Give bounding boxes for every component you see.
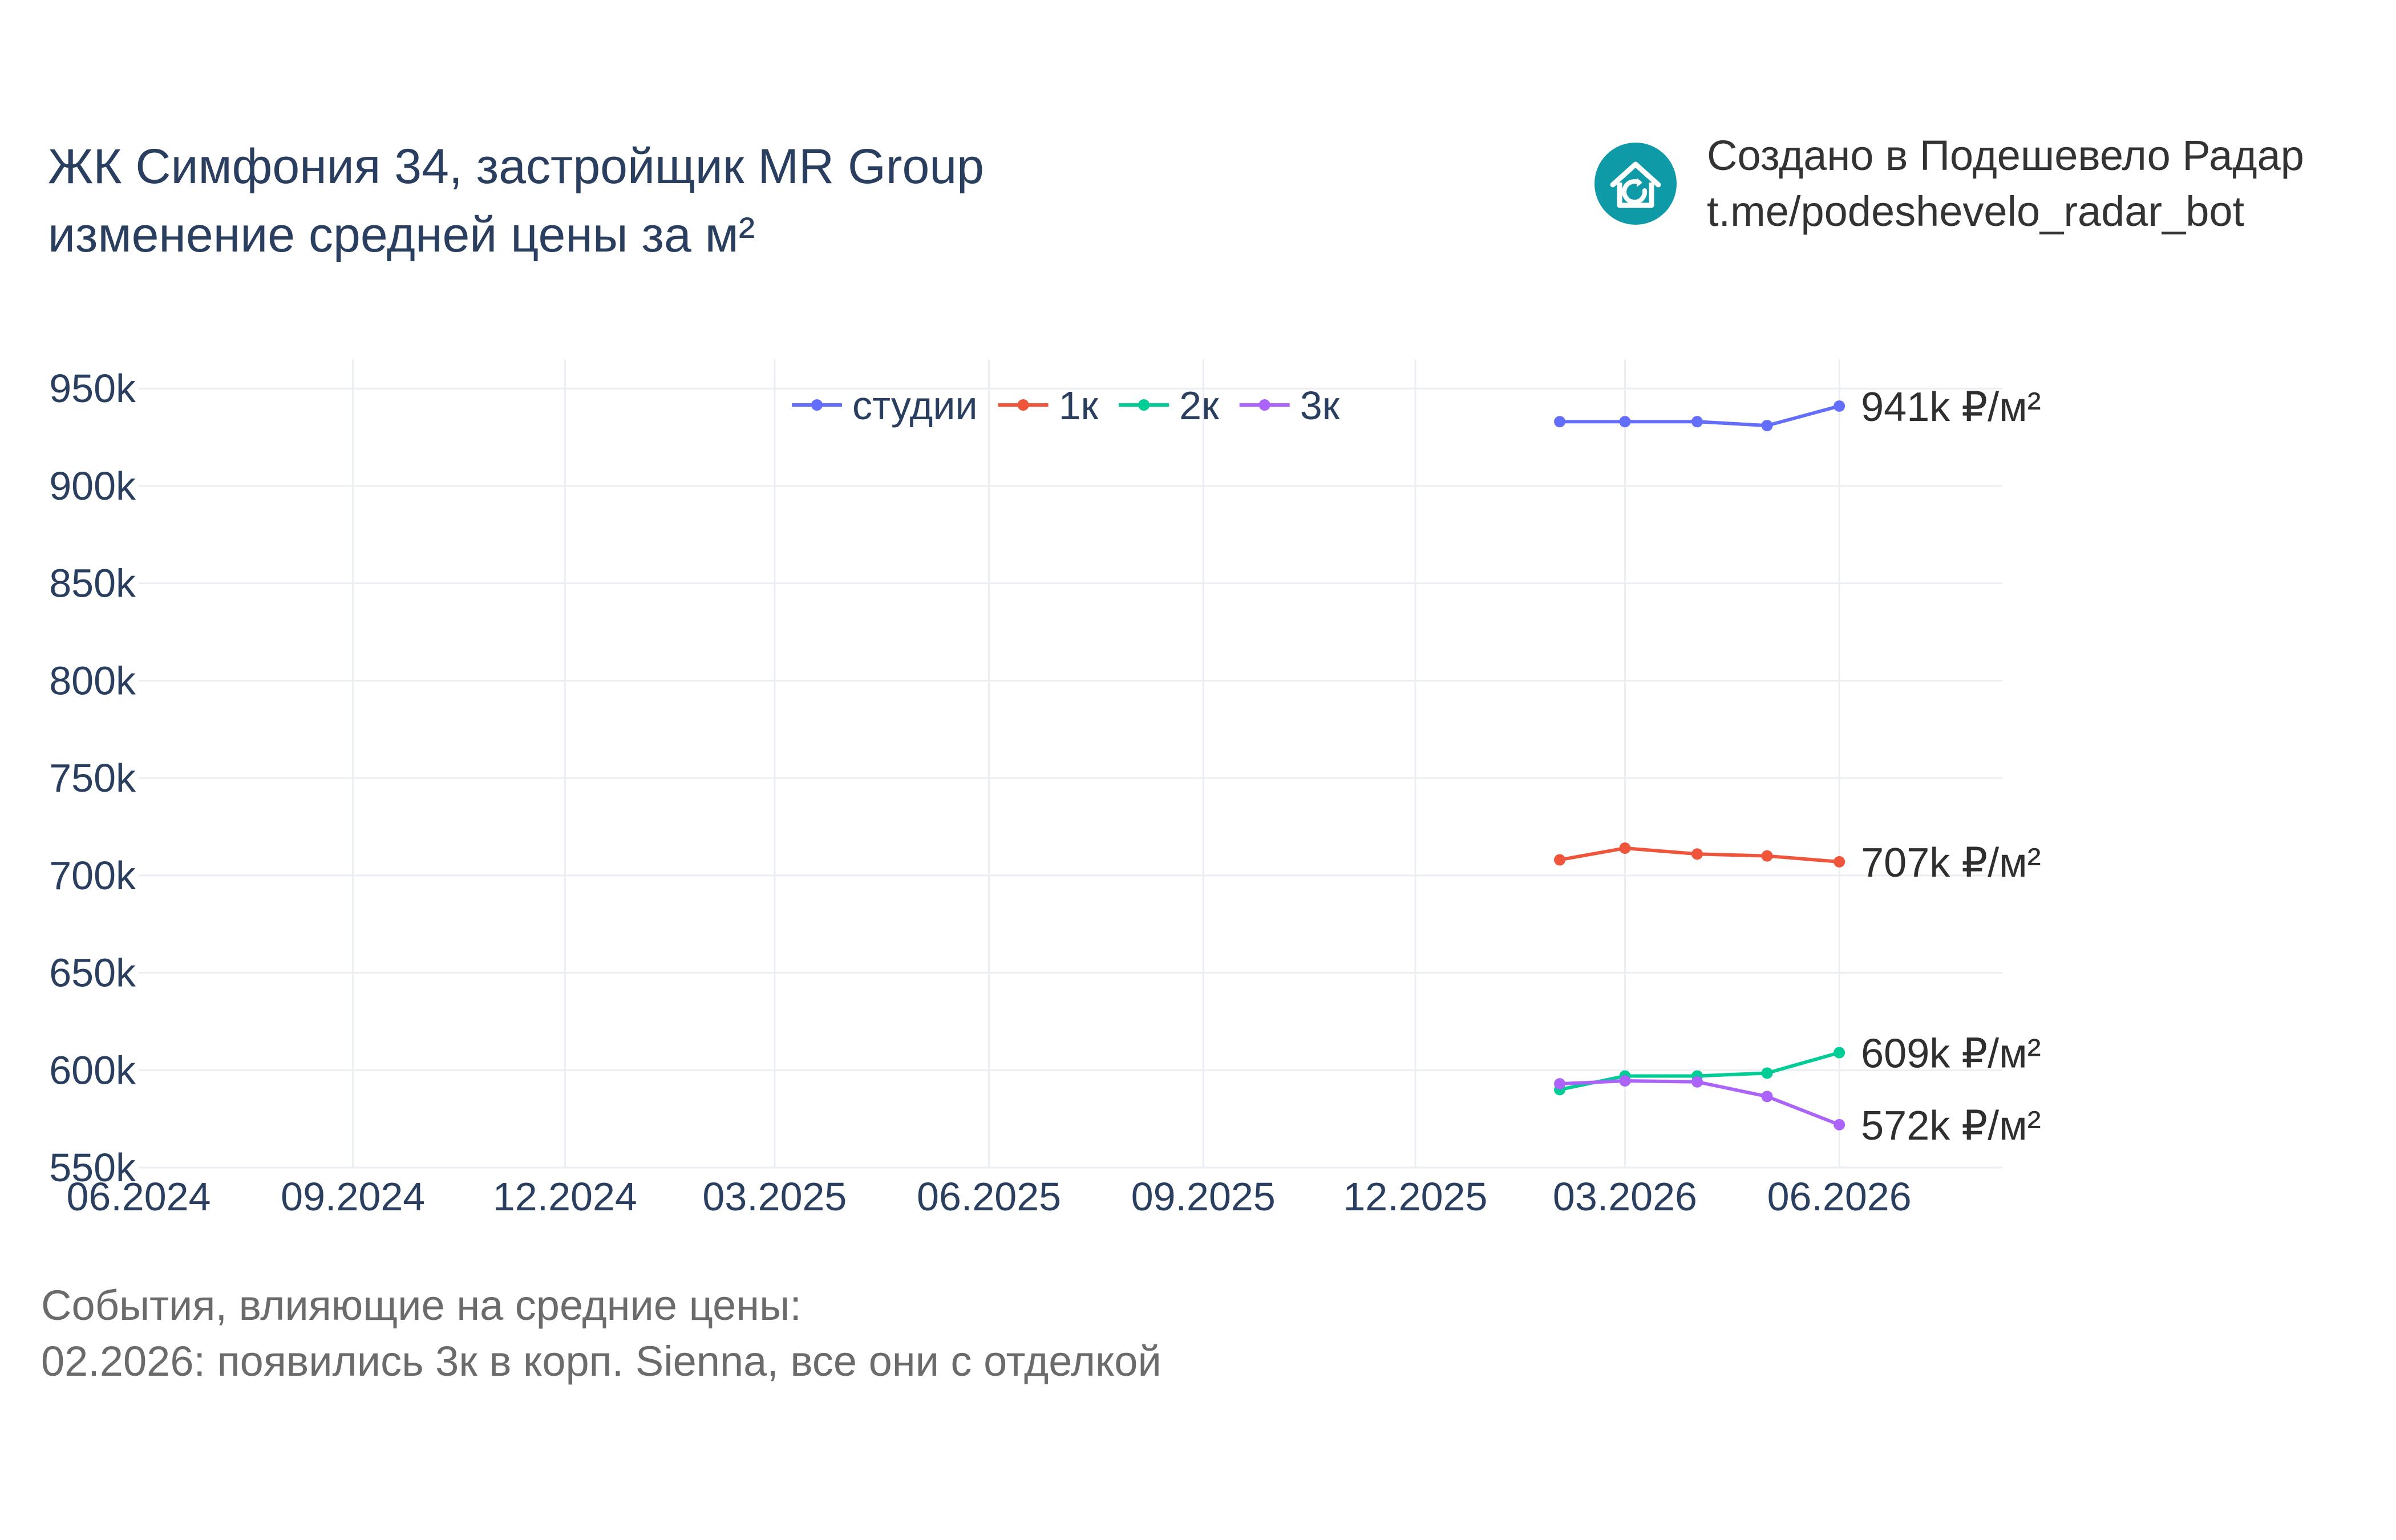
series-3к (1554, 1075, 1845, 1130)
data-point (1619, 1075, 1631, 1087)
x-tick-label: 06.2025 (917, 1174, 1061, 1219)
title-line-2: изменение средней цены за м² (48, 208, 755, 262)
series-end-labels: 941k ₽/м² 707k ₽/м² 609k ₽/м² 572k ₽/м² (1861, 384, 2041, 1149)
x-tick-label: 09.2025 (1131, 1174, 1276, 1219)
x-axis-ticks: 06.2024 09.2024 12.2024 03.2025 06.2025 09.20… (66, 1174, 1911, 1219)
chart-title: ЖК Симфония 34, застройщик MR Group изме… (48, 132, 984, 269)
data-point (1761, 850, 1773, 862)
x-tick-label: 03.2026 (1553, 1174, 1697, 1219)
legend-label: 1к (1059, 383, 1099, 428)
grid-lines (139, 359, 2002, 1169)
data-point (1619, 842, 1631, 854)
house-refresh-icon (1594, 143, 1677, 225)
series-1к (1554, 842, 1845, 868)
legend-item[interactable]: 1к (998, 383, 1099, 428)
end-value-label: 609k ₽/м² (1861, 1031, 2041, 1077)
data-point (1761, 1067, 1773, 1079)
x-tick-label: 03.2025 (702, 1174, 847, 1219)
y-tick-label: 550k (49, 1145, 136, 1190)
data-point (1761, 1091, 1773, 1103)
data-point (1619, 416, 1631, 428)
data-point (1761, 420, 1773, 432)
y-axis-ticks: 550k 600k 650k 700k 750k 800k 850k 900k 950k (49, 366, 136, 1190)
series-студии (1554, 400, 1845, 432)
credit-line-1: Создано в Подешевело Радар (1707, 132, 2304, 179)
y-tick-label: 650k (49, 951, 136, 995)
events-heading: События, влияющие на средние цены: (41, 1282, 802, 1329)
data-point (1834, 400, 1845, 412)
series-2к (1554, 1047, 1845, 1096)
x-tick-label: 09.2024 (281, 1174, 425, 1219)
y-tick-label: 600k (49, 1048, 136, 1092)
legend-label: 2к (1179, 383, 1219, 428)
x-tick-label: 12.2024 (493, 1174, 637, 1219)
legend-item[interactable]: 3к (1239, 383, 1340, 428)
series-line (1559, 1079, 1840, 1126)
data-point (1691, 848, 1703, 860)
events-note: События, влияющие на средние цены: 02.20… (41, 1278, 1161, 1389)
data-point (1834, 856, 1845, 868)
end-value-label: 707k ₽/м² (1861, 840, 2041, 886)
data-point (1834, 1047, 1845, 1059)
y-tick-label: 950k (49, 366, 136, 411)
x-tick-label: 06.2024 (66, 1174, 211, 1219)
legend-marker (1258, 399, 1270, 411)
legend[interactable]: студии 1к 2к 3к (792, 383, 1340, 428)
data-point (1554, 1078, 1566, 1090)
y-tick-label: 900k (49, 464, 136, 508)
legend-item[interactable]: студии (792, 383, 978, 428)
legend-label: студии (852, 383, 978, 428)
credit-text: Создано в Подешевело Радар t.me/podeshev… (1707, 128, 2304, 240)
data-point (1691, 416, 1703, 428)
data-point (1691, 1076, 1703, 1088)
end-value-label: 941k ₽/м² (1861, 384, 2041, 430)
data-point (1834, 1118, 1845, 1130)
legend-marker (1138, 399, 1150, 411)
y-tick-label: 850k (49, 561, 136, 606)
credit-link[interactable]: t.me/podeshevelo_radar_bot (1707, 188, 2245, 235)
data-point (1554, 854, 1566, 866)
series-lines (1554, 400, 1845, 1130)
y-tick-label: 700k (49, 853, 136, 898)
x-tick-label: 06.2026 (1767, 1174, 1912, 1219)
legend-marker (811, 399, 823, 411)
legend-marker (1017, 399, 1029, 411)
data-point (1554, 416, 1566, 428)
y-tick-label: 800k (49, 658, 136, 703)
legend-item[interactable]: 2к (1119, 383, 1219, 428)
title-line-1: ЖК Симфония 34, застройщик MR Group (48, 139, 985, 194)
event-item: 02.2026: появились 3к в корп. Sienna, вс… (41, 1338, 1161, 1385)
end-value-label: 572k ₽/м² (1861, 1103, 2041, 1149)
legend-label: 3к (1300, 383, 1340, 428)
y-tick-label: 750k (49, 756, 136, 800)
x-tick-label: 12.2025 (1343, 1174, 1487, 1219)
